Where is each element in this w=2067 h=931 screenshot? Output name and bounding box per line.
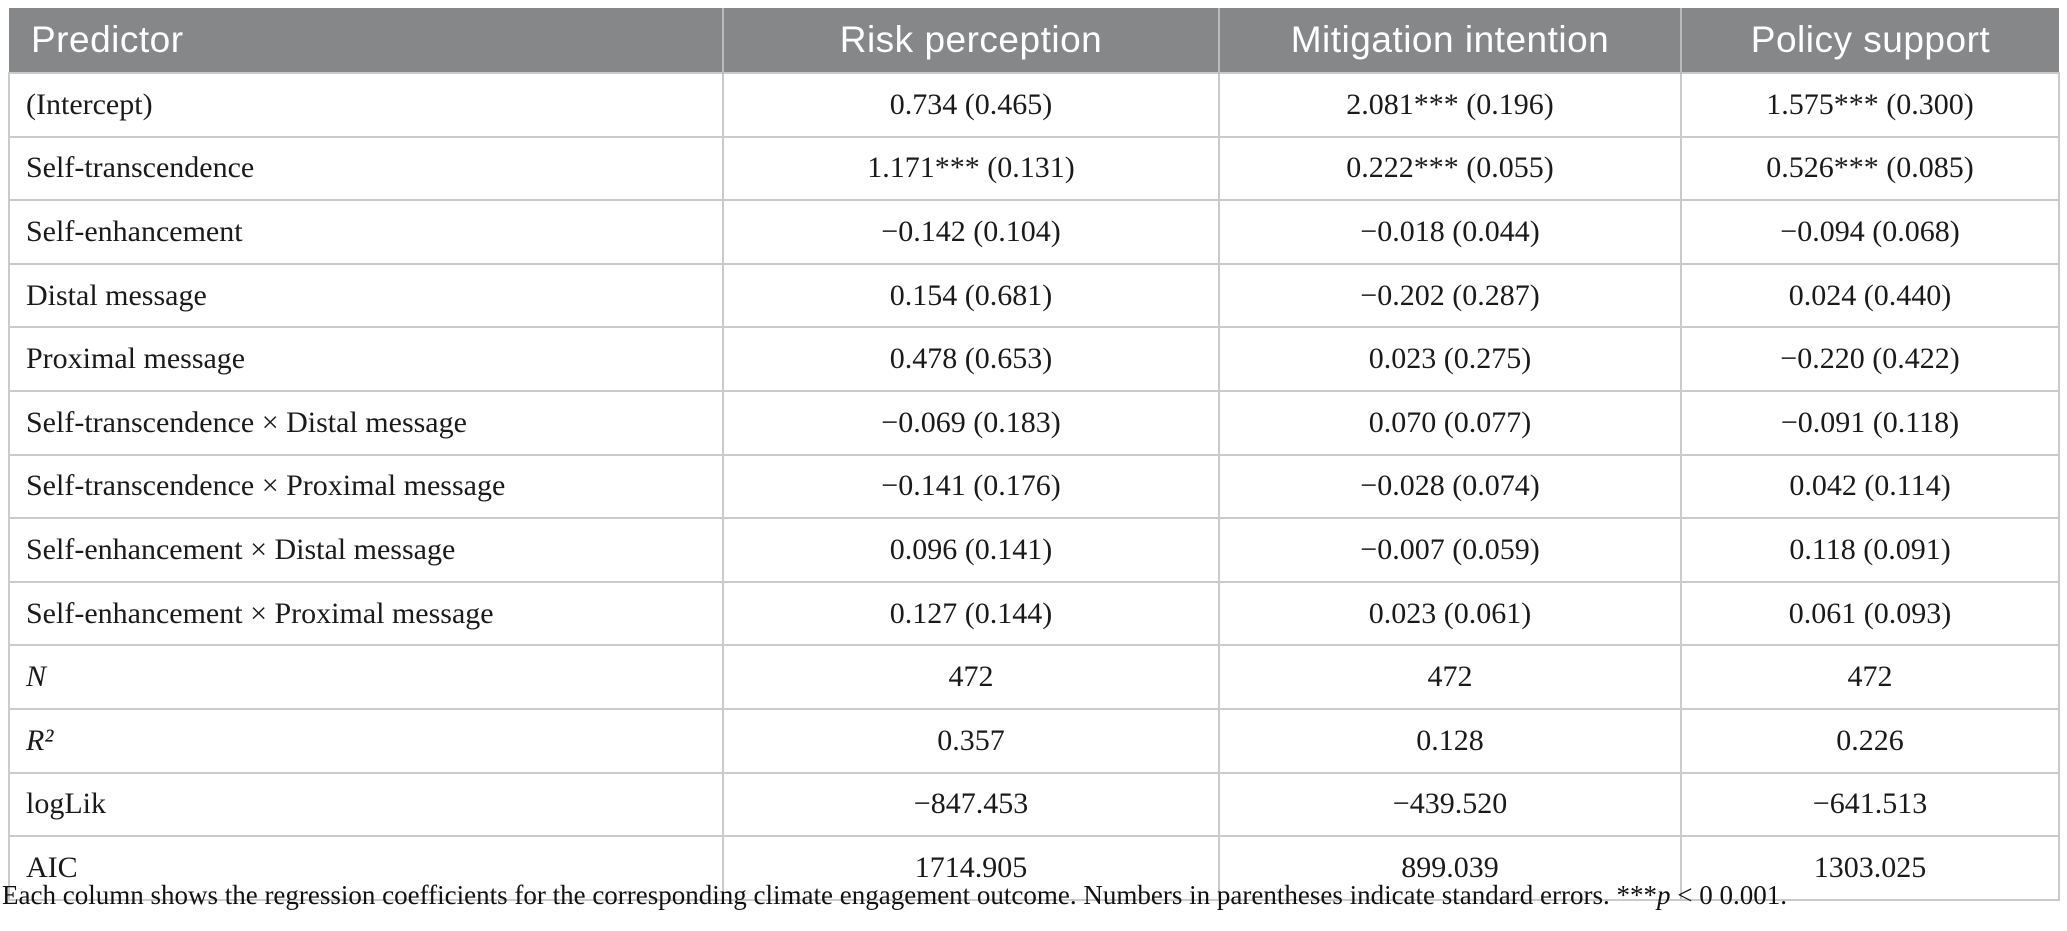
cell-value: 1.171*** (0.131) [722, 135, 1220, 202]
table-row: Self-enhancement × Proximal message 0.12… [8, 580, 2060, 647]
row-label: Self-transcendence [8, 135, 724, 202]
table-header: Predictor Risk perception Mitigation int… [9, 8, 2059, 73]
cell-value: 0.023 (0.061) [1218, 580, 1682, 647]
cell-value: 0.128 [1218, 707, 1682, 774]
column-header-predictor: Predictor [9, 8, 723, 73]
cell-value: 472 [722, 644, 1220, 710]
cell-value: 472 [1218, 644, 1682, 710]
cell-value: 1.575*** (0.300) [1680, 72, 2060, 138]
cell-value: −0.028 (0.074) [1218, 453, 1682, 520]
footnote-threshold: < 0 0.001. [1670, 880, 1787, 910]
cell-value: 0.023 (0.275) [1218, 326, 1682, 392]
cell-value: 1714.905 [722, 835, 1220, 901]
cell-value: −0.069 (0.183) [722, 389, 1220, 456]
row-label: Self-enhancement × Distal message [8, 517, 724, 583]
table-row: Self-transcendence × Proximal message −0… [8, 453, 2060, 520]
cell-value: 2.081*** (0.196) [1218, 72, 1682, 138]
footnote-p-symbol: p [1656, 880, 1671, 910]
table-row: Self-enhancement × Distal message 0.096 … [8, 517, 2060, 583]
row-label: Self-transcendence × Proximal message [8, 453, 724, 520]
cell-value: −0.142 (0.104) [722, 199, 1220, 265]
row-label: Self-enhancement [8, 199, 724, 265]
row-label-loglik: logLik [8, 771, 724, 838]
row-label: Distal message [8, 262, 724, 329]
table-row: Distal message 0.154 (0.681) −0.202 (0.2… [8, 262, 2060, 329]
cell-value: 0.070 (0.077) [1218, 389, 1682, 456]
cell-value: 0.734 (0.465) [722, 72, 1220, 138]
table-row: Self-transcendence × Distal message −0.0… [8, 389, 2060, 456]
row-label: (Intercept) [8, 72, 724, 138]
cell-value: −0.091 (0.118) [1680, 389, 2060, 456]
cell-value: 899.039 [1218, 835, 1682, 901]
table-row: R² 0.357 0.128 0.226 [8, 707, 2060, 774]
cell-value: 0.061 (0.093) [1680, 580, 2060, 647]
header-row: Predictor Risk perception Mitigation int… [9, 8, 2059, 73]
table-row: N 472 472 472 [8, 644, 2060, 710]
cell-value: 0.357 [722, 707, 1220, 774]
footnote-text: Each column shows the regression coeffic… [2, 880, 1617, 910]
cell-value: −0.007 (0.059) [1218, 517, 1682, 583]
row-label: Self-enhancement × Proximal message [8, 580, 724, 647]
cell-value: 0.127 (0.144) [722, 580, 1220, 647]
cell-value: 0.042 (0.114) [1680, 453, 2060, 520]
cell-value: −641.513 [1680, 771, 2060, 838]
row-label-aic: AIC [8, 835, 724, 901]
cell-value: −0.220 (0.422) [1680, 326, 2060, 392]
cell-value: −0.094 (0.068) [1680, 199, 2060, 265]
cell-value: −0.018 (0.044) [1218, 199, 1682, 265]
cell-value: −439.520 [1218, 771, 1682, 838]
cell-value: 1303.025 [1680, 835, 2060, 901]
cell-value: 0.222*** (0.055) [1218, 135, 1682, 202]
row-label: Self-transcendence × Distal message [8, 389, 724, 456]
column-header-policy-support: Policy support [1680, 8, 2059, 73]
cell-value: 0.154 (0.681) [722, 262, 1220, 329]
table-row: Proximal message 0.478 (0.653) 0.023 (0.… [8, 326, 2060, 392]
table-row: Self-transcendence 1.171*** (0.131) 0.22… [8, 135, 2060, 202]
table-row: AIC 1714.905 899.039 1303.025 [8, 835, 2060, 901]
cell-value: 0.118 (0.091) [1680, 517, 2060, 583]
cell-value: −0.141 (0.176) [722, 453, 1220, 520]
row-label-r-squared: R² [8, 707, 724, 774]
table-row: (Intercept) 0.734 (0.465) 2.081*** (0.19… [8, 72, 2060, 138]
column-header-risk-perception: Risk perception [722, 8, 1219, 73]
table-row: logLik −847.453 −439.520 −641.513 [8, 771, 2060, 838]
regression-results-table: Predictor Risk perception Mitigation int… [8, 8, 2060, 901]
cell-value: 0.478 (0.653) [722, 326, 1220, 392]
cell-value: −0.202 (0.287) [1218, 262, 1682, 329]
table-body: (Intercept) 0.734 (0.465) 2.081*** (0.19… [8, 72, 2060, 901]
cell-value: 0.226 [1680, 707, 2060, 774]
cell-value: −847.453 [722, 771, 1220, 838]
cell-value: 0.526*** (0.085) [1680, 135, 2060, 202]
table-row: Self-enhancement −0.142 (0.104) −0.018 (… [8, 199, 2060, 265]
table-footnote: Each column shows the regression coeffic… [2, 880, 2052, 911]
cell-value: 0.096 (0.141) [722, 517, 1220, 583]
cell-value: 472 [1680, 644, 2060, 710]
row-label-n: N [8, 644, 724, 710]
row-label: Proximal message [8, 326, 724, 392]
significance-stars: *** [1616, 880, 1657, 910]
cell-value: 0.024 (0.440) [1680, 262, 2060, 329]
column-header-mitigation-intention: Mitigation intention [1218, 8, 1681, 73]
